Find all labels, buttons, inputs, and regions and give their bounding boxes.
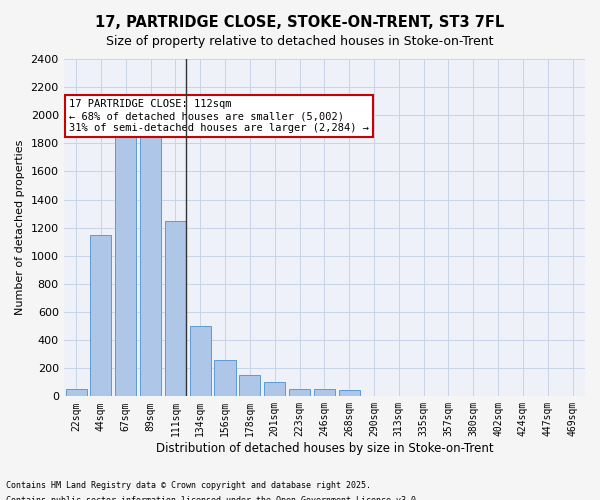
Text: Contains public sector information licensed under the Open Government Licence v3: Contains public sector information licen… <box>6 496 421 500</box>
Bar <box>239 375 260 396</box>
Y-axis label: Number of detached properties: Number of detached properties <box>15 140 25 316</box>
Bar <box>140 136 161 396</box>
Bar <box>314 388 335 396</box>
Bar <box>165 220 186 396</box>
Bar <box>91 234 112 396</box>
Bar <box>65 390 86 396</box>
Bar <box>214 360 236 397</box>
Bar <box>190 326 211 396</box>
Bar <box>264 382 285 396</box>
Bar <box>338 390 360 396</box>
Text: Size of property relative to detached houses in Stoke-on-Trent: Size of property relative to detached ho… <box>106 35 494 48</box>
Text: 17, PARTRIDGE CLOSE, STOKE-ON-TRENT, ST3 7FL: 17, PARTRIDGE CLOSE, STOKE-ON-TRENT, ST3… <box>95 15 505 30</box>
Bar <box>115 122 136 396</box>
Text: Contains HM Land Registry data © Crown copyright and database right 2025.: Contains HM Land Registry data © Crown c… <box>6 481 371 490</box>
X-axis label: Distribution of detached houses by size in Stoke-on-Trent: Distribution of detached houses by size … <box>155 442 493 455</box>
Text: 17 PARTRIDGE CLOSE: 112sqm
← 68% of detached houses are smaller (5,002)
31% of s: 17 PARTRIDGE CLOSE: 112sqm ← 68% of deta… <box>69 100 369 132</box>
Bar <box>289 388 310 396</box>
